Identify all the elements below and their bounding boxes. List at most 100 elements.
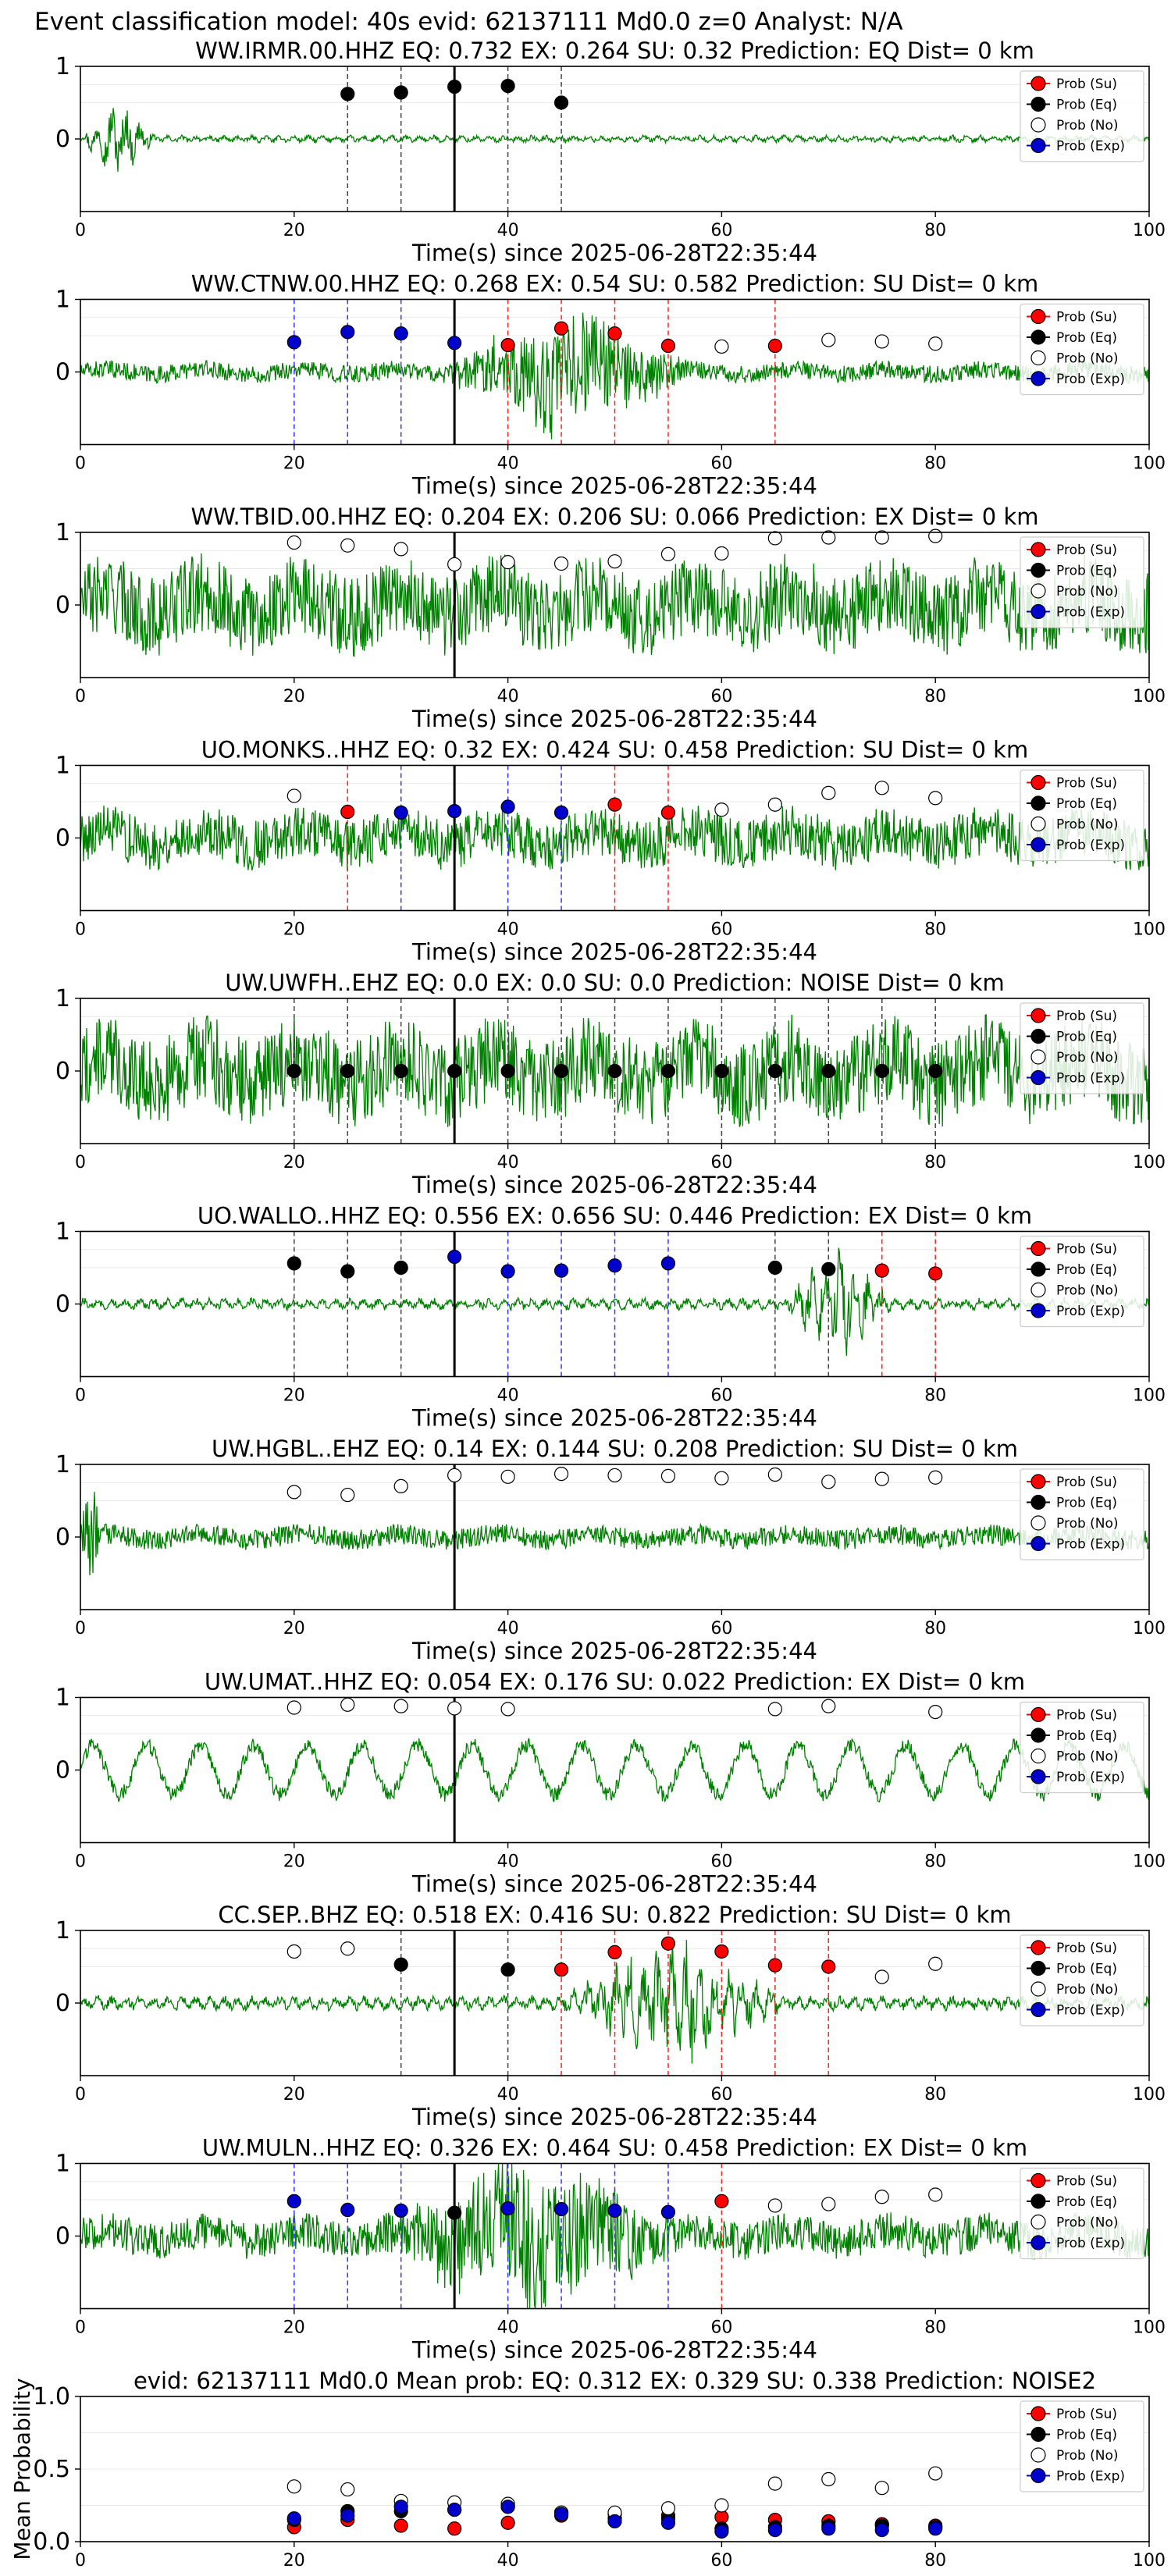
legend-marker-no — [1030, 1282, 1046, 1298]
x-tick-label: 80 — [924, 454, 946, 474]
legend-marker-no — [1030, 1748, 1046, 1764]
legend-marker-exp — [1030, 837, 1046, 852]
prob-point-su — [767, 338, 782, 354]
prob-point-no — [928, 1705, 943, 1720]
panel-title: UO.MONKS..HHZ EQ: 0.32 EX: 0.424 SU: 0.4… — [201, 737, 1028, 763]
legend-label: Prob (Eq) — [1056, 796, 1117, 812]
legend-label: Prob (Su) — [1056, 2407, 1117, 2422]
panel-title: UW.UWFH..EHZ EQ: 0.0 EX: 0.0 SU: 0.0 Pre… — [225, 970, 1004, 996]
x-tick-label: 40 — [497, 687, 519, 706]
prob-point-no — [714, 546, 729, 561]
prob-point-no — [928, 1470, 943, 1485]
panel-6: UW.HGBL..EHZ EQ: 0.14 EX: 0.144 SU: 0.20… — [55, 1436, 1166, 1664]
y-tick-label: 1.0 — [33, 2383, 70, 2411]
x-tick-label: 80 — [924, 1153, 946, 1172]
prob-point-no — [500, 555, 515, 570]
x-tick-label: 0 — [75, 2318, 86, 2338]
prob-point-no — [287, 1485, 301, 1500]
panel-title: UW.MULN..HHZ EQ: 0.326 EX: 0.464 SU: 0.4… — [202, 2135, 1027, 2161]
legend-box — [1020, 2400, 1144, 2492]
legend-box — [1020, 1701, 1144, 1794]
legend-marker-exp — [1030, 1535, 1046, 1552]
prob-point-eq — [393, 1957, 408, 1972]
x-tick-label: 40 — [497, 2318, 519, 2338]
prob-point-no — [287, 1944, 301, 1959]
prob-point-no — [767, 531, 782, 546]
prob-point-eq — [607, 1063, 622, 1079]
legend-label: Prob (No) — [1056, 1050, 1119, 1066]
prob-point-no — [607, 554, 622, 569]
y-tick-label: 1 — [55, 1685, 70, 1712]
x-tick-label: 20 — [283, 221, 305, 240]
x-tick-label: 100 — [1133, 221, 1166, 240]
y-axis-label: Mean Probability — [9, 2378, 35, 2560]
x-axis-label: Time(s) since 2025-06-28T22:35:44 — [411, 1405, 817, 1432]
x-tick-label: 100 — [1133, 1619, 1166, 1638]
prob-point-eq — [340, 1264, 355, 1279]
mean-point-no — [340, 2482, 355, 2497]
y-tick-label: 0 — [55, 359, 70, 386]
x-tick-label: 20 — [283, 920, 305, 940]
legend-label: Prob (No) — [1056, 2448, 1119, 2464]
prob-point-no — [393, 1478, 408, 1494]
legend-marker-no — [1030, 816, 1046, 832]
prob-point-no — [874, 334, 889, 349]
legend-box — [1020, 1468, 1144, 1560]
x-tick-label: 80 — [924, 2318, 946, 2338]
prob-point-su — [660, 338, 676, 354]
prob-point-no — [821, 333, 836, 347]
panel-5: UO.WALLO..HHZ EQ: 0.556 EX: 0.656 SU: 0.… — [55, 1203, 1166, 1432]
legend-marker-no — [1030, 2214, 1046, 2230]
prob-point-no — [928, 1956, 943, 1971]
legend-box — [1020, 536, 1144, 628]
prob-point-no — [874, 1969, 889, 1984]
prob-point-no — [447, 1468, 462, 1483]
mean-point-exp — [287, 2511, 301, 2526]
prob-point-exp — [447, 1249, 462, 1265]
x-tick-label: 100 — [1133, 920, 1166, 940]
mean-point-exp — [767, 2523, 782, 2538]
prob-point-exp — [447, 336, 462, 350]
x-tick-label: 60 — [710, 1153, 732, 1172]
legend-marker-exp — [1030, 2235, 1046, 2250]
legend-marker-exp — [1030, 1069, 1046, 1086]
panel-title: WW.IRMR.00.HHZ EQ: 0.732 EX: 0.264 SU: 0… — [195, 37, 1034, 64]
prob-point-exp — [500, 2201, 515, 2216]
x-tick-label: 80 — [924, 1386, 946, 1406]
y-tick-label: 1 — [55, 519, 70, 546]
prob-point-no — [714, 802, 729, 817]
prob-point-eq — [500, 1063, 515, 1079]
mean-point-exp — [928, 2521, 943, 2536]
mean-point-su — [500, 2515, 515, 2530]
prob-point-su — [500, 337, 515, 353]
prob-point-no — [874, 781, 889, 795]
panel-title: WW.CTNW.00.HHZ EQ: 0.268 EX: 0.54 SU: 0.… — [191, 271, 1039, 297]
prob-point-eq — [553, 1063, 569, 1079]
x-tick-label: 20 — [283, 2551, 305, 2571]
legend-label: Prob (Su) — [1056, 1708, 1117, 1724]
panel-title: UO.WALLO..HHZ EQ: 0.556 EX: 0.656 SU: 0.… — [198, 1203, 1032, 1229]
prob-point-no — [714, 339, 729, 354]
prob-point-no — [821, 530, 836, 545]
mean-point-no — [874, 2481, 889, 2496]
legend-label: Prob (Eq) — [1056, 2194, 1117, 2210]
legend-marker-su — [1030, 542, 1046, 557]
legend-marker-exp — [1030, 2467, 1046, 2484]
legend-label: Prob (Exp) — [1056, 1071, 1125, 1087]
legend-marker-eq — [1030, 1960, 1046, 1976]
prob-point-exp — [553, 2201, 569, 2217]
mean-point-exp — [714, 2524, 729, 2539]
legend-marker-su — [1030, 774, 1046, 791]
prob-point-eq — [340, 87, 355, 101]
legend-marker-no — [1030, 583, 1046, 599]
prob-point-su — [607, 326, 622, 341]
mean-point-exp — [607, 2514, 622, 2529]
prob-point-no — [393, 1699, 408, 1713]
y-tick-label: 1 — [55, 1917, 70, 1944]
x-tick-label: 40 — [497, 1619, 519, 1638]
x-tick-label: 0 — [75, 2551, 86, 2571]
prob-point-no — [340, 1487, 355, 1503]
prob-point-no — [500, 1702, 515, 1717]
x-tick-label: 0 — [75, 1153, 86, 1172]
x-tick-label: 60 — [710, 1386, 732, 1406]
